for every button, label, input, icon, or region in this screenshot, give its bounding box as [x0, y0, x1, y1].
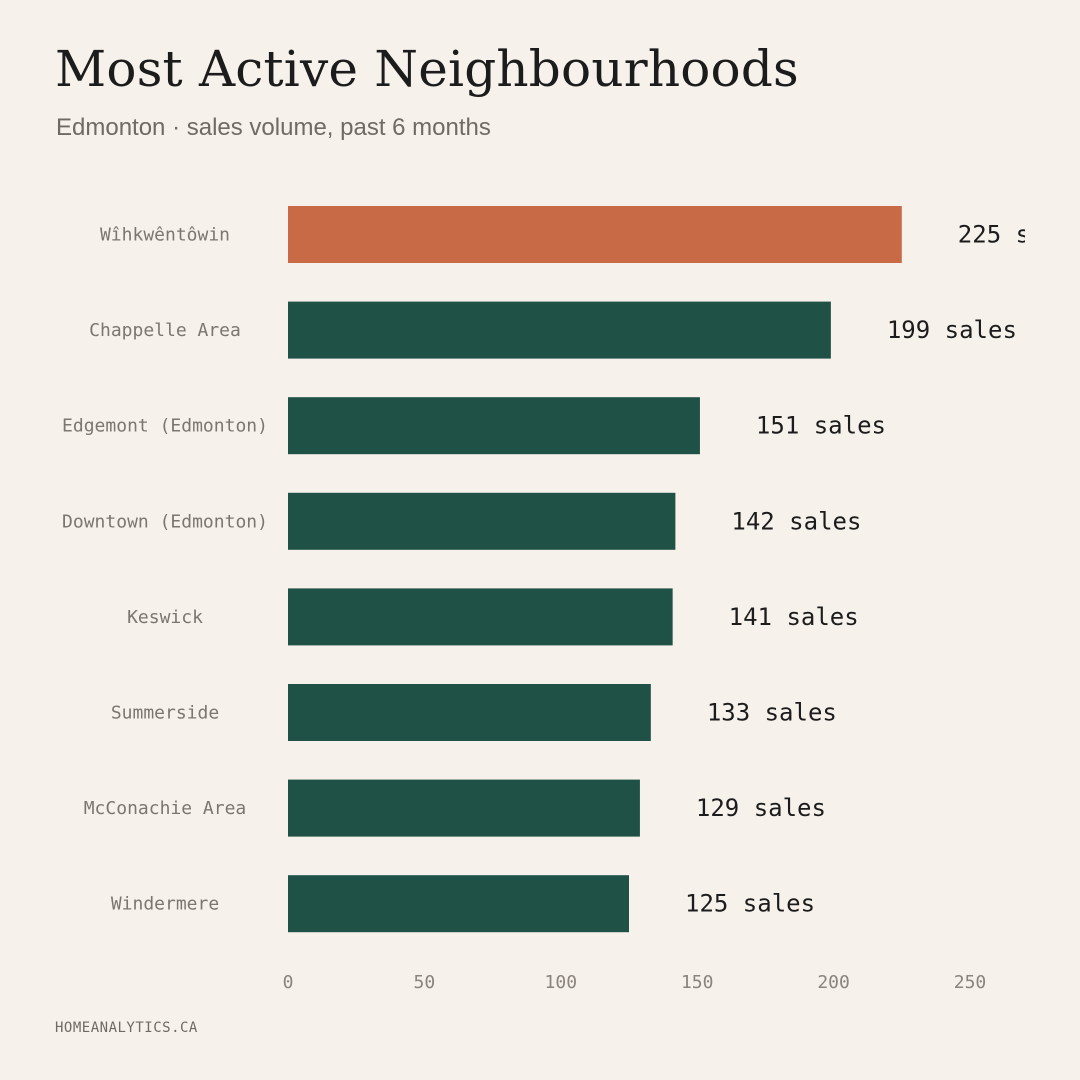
bar: [288, 206, 902, 263]
x-tick-label: 150: [681, 972, 714, 993]
category-label: Downtown (Edmonton): [62, 511, 268, 532]
value-labels: 225 sales 199 sales 151 sales 142 sales 141 …: [685, 221, 1080, 918]
chart-subtitle: Edmonton · sales volume, past 6 months: [56, 114, 491, 141]
value-label: 199 sales: [887, 316, 1017, 344]
bar: [288, 397, 700, 455]
category-label: McConachie Area: [84, 798, 247, 819]
source-label: HOMEANALYTICS.CA: [55, 1020, 198, 1036]
value-label: 133 sales: [707, 699, 837, 727]
chart-title: Most Active Neighbourhoods: [55, 40, 799, 98]
value-label: 125 sales: [685, 890, 815, 918]
bar: [288, 684, 651, 741]
bar: [288, 588, 673, 646]
category-label: Keswick: [127, 607, 203, 628]
x-tick-label: 50: [414, 972, 436, 993]
category-label: Edgemont (Edmonton): [62, 416, 268, 437]
value-label: 141 sales: [729, 603, 859, 631]
bar: [288, 779, 640, 837]
value-label: 225 sales: [958, 221, 1080, 249]
x-tick-label: 100: [545, 972, 578, 993]
x-axis-ticks: 0 50 100 150 200 250: [283, 972, 987, 993]
category-label: Chappelle Area: [89, 320, 241, 341]
value-label: 142 sales: [731, 507, 861, 535]
category-label: Windermere: [111, 894, 219, 915]
bars-layer: [288, 206, 902, 933]
value-label: 129 sales: [696, 794, 826, 822]
category-label: Summerside: [111, 703, 219, 724]
bar: [288, 301, 831, 359]
x-tick-label: 0: [283, 972, 294, 993]
bar: [288, 875, 629, 933]
category-label: Wîhkwêntôwin: [100, 225, 230, 246]
x-tick-label: 250: [954, 972, 987, 993]
bar: [288, 492, 676, 550]
value-label: 151 sales: [756, 412, 886, 440]
x-tick-label: 200: [817, 972, 850, 993]
category-labels: Wîhkwêntôwin Chappelle Area Edgemont (Edmo…: [62, 225, 268, 915]
